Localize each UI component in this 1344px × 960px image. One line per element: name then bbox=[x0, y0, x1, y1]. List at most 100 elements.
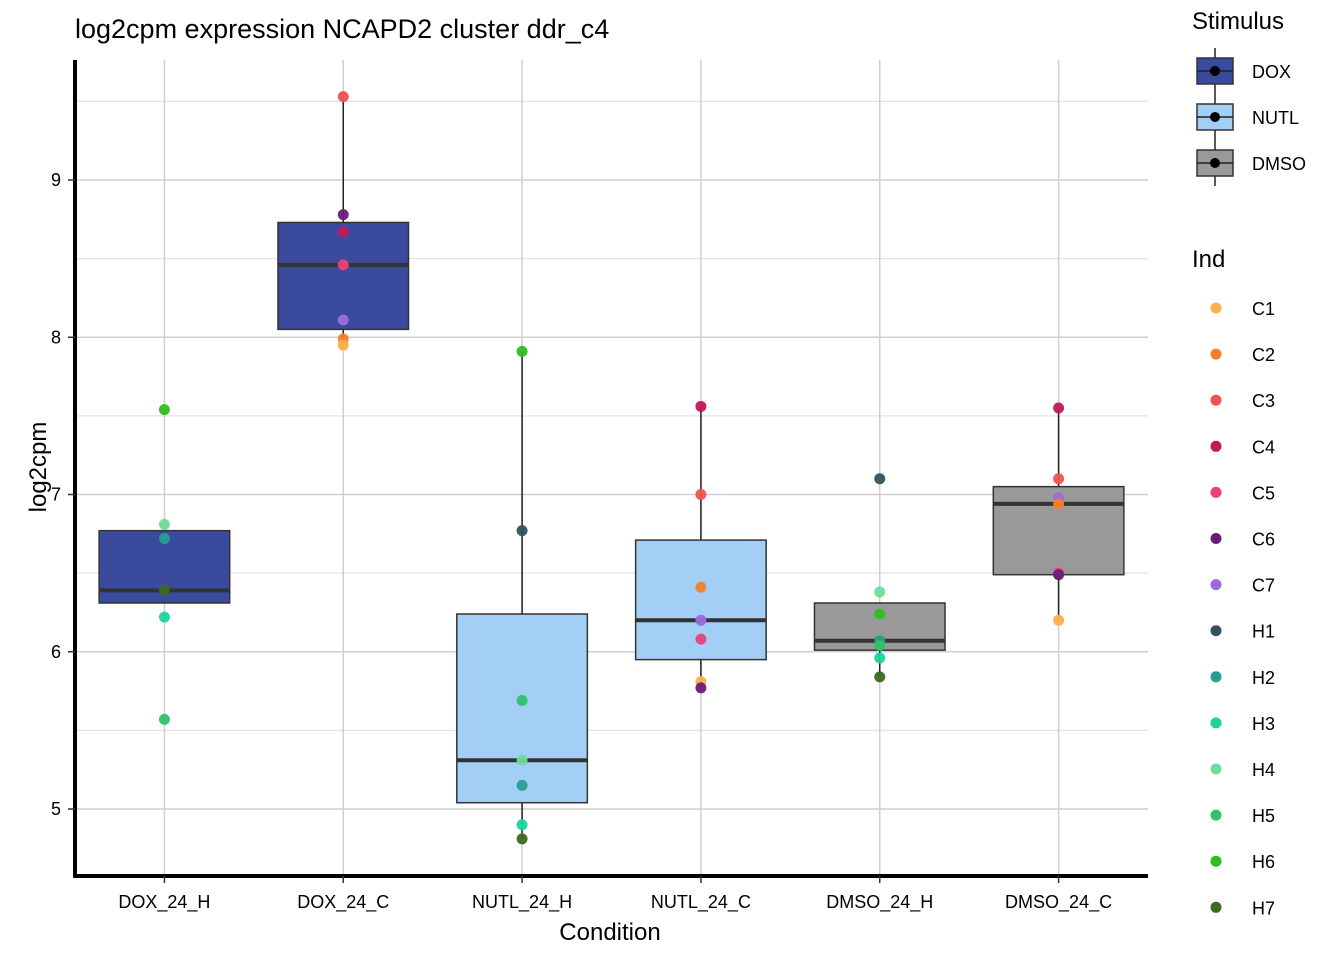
point-C4 bbox=[337, 226, 349, 238]
y-tick-label: 7 bbox=[51, 485, 61, 505]
point-H3 bbox=[874, 652, 886, 664]
point-H2 bbox=[158, 533, 170, 545]
legend-ind-swatch bbox=[1210, 717, 1222, 729]
legend-ind-label: H6 bbox=[1252, 852, 1275, 872]
legend-stimulus-label: DOX bbox=[1252, 62, 1291, 82]
point-C7 bbox=[337, 314, 349, 326]
legend-ind-swatch bbox=[1210, 901, 1222, 913]
point-H5 bbox=[158, 713, 170, 725]
point-C3 bbox=[695, 489, 707, 500]
point-H7 bbox=[158, 584, 170, 596]
legend-ind-item: C3 bbox=[1210, 391, 1275, 411]
point-C4 bbox=[695, 400, 707, 412]
legend-ind-swatch bbox=[1210, 348, 1222, 360]
legend-ind-label: H3 bbox=[1252, 714, 1275, 734]
x-tick-label: DOX_24_H bbox=[118, 892, 210, 913]
point-H6 bbox=[158, 404, 170, 416]
legend-ind-swatch bbox=[1210, 671, 1222, 683]
point-C5 bbox=[695, 633, 707, 645]
grid-lines bbox=[75, 60, 1148, 876]
point-C3 bbox=[337, 91, 349, 103]
legend-key-point bbox=[1210, 158, 1220, 168]
point-C6 bbox=[337, 209, 349, 221]
point-H4 bbox=[874, 586, 886, 598]
point-C1 bbox=[337, 339, 349, 351]
x-tick-label: DMSO_24_C bbox=[1005, 892, 1112, 913]
point-H7 bbox=[516, 833, 528, 845]
point-H5 bbox=[516, 694, 528, 706]
box-layer bbox=[98, 96, 1125, 839]
point-C7 bbox=[695, 614, 707, 626]
legend-ind-item: H4 bbox=[1210, 760, 1275, 780]
legend-ind-item: H6 bbox=[1210, 852, 1275, 872]
point-C4 bbox=[1053, 402, 1065, 414]
x-tick-label: DOX_24_C bbox=[297, 892, 389, 913]
legend-stimulus-title: Stimulus bbox=[1192, 8, 1284, 35]
axes: 5 6 7 8 9 DOX_24_H DOX_24_C NUTL_24_H NUTL_24_C D… bbox=[51, 60, 1148, 913]
point-H5 bbox=[874, 639, 886, 651]
legend-ind-item: C5 bbox=[1210, 483, 1275, 503]
point-H6 bbox=[874, 608, 886, 620]
point-C6 bbox=[695, 682, 707, 694]
point-H3 bbox=[158, 611, 170, 623]
legend-ind-swatch bbox=[1210, 809, 1222, 821]
box-iqr bbox=[992, 485, 1125, 576]
legend-ind-label: H4 bbox=[1252, 760, 1275, 780]
legend-ind-label: C5 bbox=[1252, 483, 1275, 503]
legend-ind-item: C4 bbox=[1210, 437, 1275, 457]
point-H2 bbox=[516, 779, 528, 791]
box-DMSO_24_C bbox=[992, 408, 1125, 621]
legend-ind-item: C6 bbox=[1210, 530, 1275, 550]
box-NUTL_24_C bbox=[634, 406, 767, 688]
point-C3 bbox=[1053, 473, 1065, 485]
legend-ind-title: Ind bbox=[1192, 246, 1225, 273]
legend-ind-swatch bbox=[1210, 302, 1222, 314]
legend-ind-item: H7 bbox=[1210, 898, 1275, 918]
legend-ind: Ind C1 C2 C3 C4 C5 C6 C7 H1 H2 H3 H4 H5 H6 H7 bbox=[1192, 246, 1275, 918]
legend-stimulus-item: DOX bbox=[1196, 48, 1291, 94]
point-C2 bbox=[695, 581, 707, 593]
point-H1 bbox=[516, 525, 528, 537]
y-tick-label: 6 bbox=[51, 642, 61, 662]
y-tick-label: 9 bbox=[51, 170, 61, 190]
legend-ind-label: C4 bbox=[1252, 437, 1275, 457]
legend-ind-swatch bbox=[1210, 486, 1222, 498]
legend-key-point bbox=[1210, 112, 1220, 122]
legend-stimulus-label: NUTL bbox=[1252, 108, 1299, 128]
legend-stimulus-item: NUTL bbox=[1196, 94, 1299, 140]
point-layer bbox=[158, 91, 1065, 845]
box-DOX_24_C bbox=[277, 96, 410, 346]
legend-key-point bbox=[1210, 66, 1220, 76]
box-iqr bbox=[277, 221, 410, 331]
legend-ind-item: C7 bbox=[1210, 576, 1275, 596]
legend-ind-label: C2 bbox=[1252, 345, 1275, 365]
legend-ind-label: H5 bbox=[1252, 806, 1275, 826]
legend-ind-label: C1 bbox=[1252, 299, 1275, 319]
legend-stimulus: Stimulus DOX NUTL DMSO bbox=[1192, 8, 1306, 186]
point-H4 bbox=[516, 754, 528, 766]
y-tick-label: 8 bbox=[51, 327, 61, 347]
legend-ind-item: H2 bbox=[1210, 668, 1275, 688]
legend-ind-swatch bbox=[1210, 440, 1222, 452]
legend-ind-label: H2 bbox=[1252, 668, 1275, 688]
point-C1 bbox=[1053, 614, 1065, 626]
legend-stimulus-item: DMSO bbox=[1196, 140, 1306, 186]
legend-ind-label: H1 bbox=[1252, 622, 1275, 642]
legend-ind-item: C1 bbox=[1210, 299, 1275, 319]
point-H3 bbox=[516, 819, 528, 831]
legend-stimulus-label: DMSO bbox=[1252, 154, 1306, 174]
point-H7 bbox=[874, 671, 886, 683]
point-C2 bbox=[1053, 498, 1065, 510]
legend-ind-item: H3 bbox=[1210, 714, 1275, 734]
legend-ind-label: C3 bbox=[1252, 391, 1275, 411]
legend-ind-item: H5 bbox=[1210, 806, 1275, 826]
legend-ind-swatch bbox=[1210, 763, 1222, 775]
box-NUTL_24_H bbox=[456, 351, 589, 839]
legend-ind-swatch bbox=[1210, 533, 1222, 544]
legend-ind-swatch bbox=[1210, 855, 1222, 867]
point-C5 bbox=[337, 259, 349, 271]
legend-ind-swatch bbox=[1210, 394, 1222, 406]
box-iqr bbox=[456, 613, 589, 804]
legend-ind-swatch bbox=[1210, 625, 1222, 637]
legend-ind-label: C7 bbox=[1252, 576, 1275, 596]
